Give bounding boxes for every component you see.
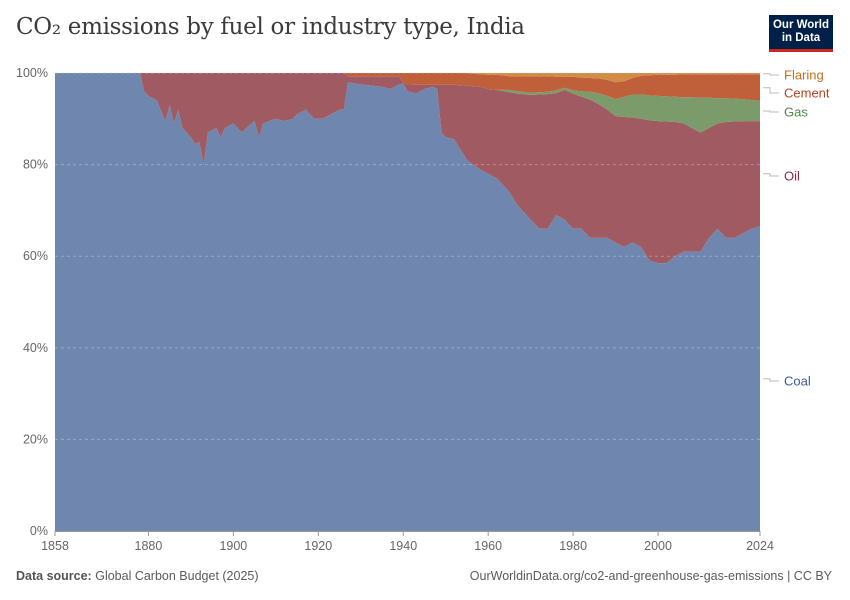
x-axis: 1858 1880 1900 1920 1940 1960 1980 2000 2024 (41, 531, 774, 553)
y-tick-label: 40% (23, 341, 48, 355)
y-tick-label: 60% (23, 249, 48, 263)
series-label-gas[interactable]: Gas (784, 105, 808, 120)
x-tick-label: 1940 (389, 539, 417, 553)
logo-line-1: Our World (772, 19, 829, 31)
x-tick-label: 1920 (304, 539, 332, 553)
series-label-flaring[interactable]: Flaring (784, 68, 824, 83)
source-label: Data source: (16, 569, 92, 583)
label-leader-line (763, 73, 779, 76)
data-source: Data source: Global Carbon Budget (2025) (16, 569, 259, 583)
label-leader-line (763, 173, 779, 177)
y-axis: 0% 20% 40% 60% 80% 100% (16, 66, 760, 538)
x-tick-label: 2024 (746, 539, 774, 553)
y-tick-label: 80% (23, 158, 48, 172)
y-tick-label: 20% (23, 432, 48, 446)
series-label-cement[interactable]: Cement (784, 86, 830, 101)
x-tick-label: 2000 (644, 539, 672, 553)
chart-title: CO₂ emissions by fuel or industry type, … (16, 14, 525, 40)
x-tick-label: 1980 (559, 539, 587, 553)
area-gas[interactable] (55, 73, 760, 133)
x-tick-label: 1880 (135, 539, 163, 553)
series-labels: Coal Oil Gas Cement Flaring (763, 68, 830, 389)
area-oil[interactable] (55, 73, 760, 264)
x-tick-label: 1960 (474, 539, 502, 553)
label-leader-line (763, 87, 779, 94)
source-value[interactable]: Global Carbon Budget (2025) (95, 569, 259, 583)
logo-line-2: in Data (781, 31, 821, 44)
owid-logo[interactable]: Our World in Data (769, 15, 833, 52)
series-label-coal[interactable]: Coal (784, 374, 811, 389)
x-tick-label: 1858 (41, 539, 69, 553)
y-tick-label: 100% (16, 66, 48, 80)
area-cement[interactable] (55, 73, 760, 101)
series-label-oil[interactable]: Oil (784, 169, 800, 184)
label-leader-line (763, 378, 779, 382)
areas (55, 73, 760, 531)
y-tick-label: 0% (30, 524, 48, 538)
x-tick-label: 1900 (219, 539, 247, 553)
area-coal[interactable] (55, 73, 760, 531)
source-url[interactable]: OurWorldinData.org/co2-and-greenhouse-ga… (469, 569, 832, 583)
label-leader-line (763, 110, 779, 113)
area-flaring[interactable] (55, 73, 760, 83)
